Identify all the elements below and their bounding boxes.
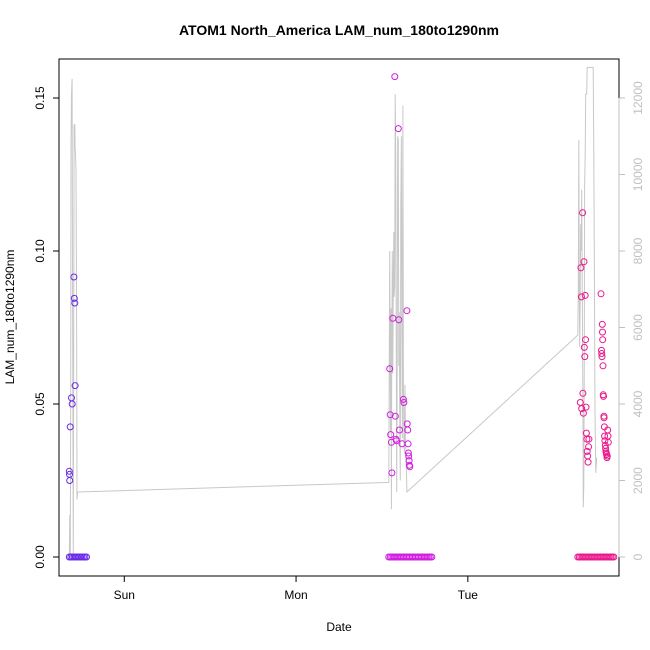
count-line (68, 66, 598, 558)
data-point-group3 (599, 362, 607, 370)
x-tick-label: Sun (114, 588, 135, 602)
data-point-group2 (386, 411, 394, 419)
data-point-group3 (585, 435, 593, 443)
data-point-group2 (404, 449, 412, 457)
plot-frame (58, 58, 620, 577)
x-axis-label: Date (326, 620, 352, 634)
data-point-group2 (404, 440, 412, 448)
y-tick-label: 0.10 (33, 239, 47, 263)
data-point-group2 (386, 365, 394, 373)
data-point-group1 (66, 423, 74, 431)
data-point-group2 (400, 399, 408, 406)
data-point-group2 (399, 395, 407, 403)
data-point-group3 (580, 258, 588, 266)
y2-tick-label: 6000 (631, 314, 645, 341)
data-point-group3 (584, 458, 592, 466)
y2-tick-label: 10000 (631, 157, 645, 191)
data-point-group3 (581, 291, 589, 299)
data-point-group1 (70, 273, 78, 281)
data-point-group2 (405, 452, 413, 460)
data-point-group1 (71, 382, 79, 390)
y2-tick-label: 2000 (631, 467, 645, 494)
data-point-group3 (585, 443, 593, 451)
data-point-group3 (577, 264, 585, 272)
data-point-group1 (66, 477, 74, 484)
points-layer (65, 73, 618, 561)
data-point-group3 (579, 209, 587, 217)
data-point-group3 (598, 350, 606, 357)
data-point-group3 (599, 336, 607, 344)
data-point-group3 (597, 290, 605, 298)
y-axis-right: 0 2000 4000 6000 8000 10000 12000 (618, 81, 645, 560)
data-point-group3 (600, 414, 608, 422)
data-point-group1 (65, 467, 73, 475)
data-point-group2 (391, 73, 399, 81)
data-point-group1 (68, 400, 76, 408)
zero-point-group2 (428, 553, 436, 561)
data-point-group2 (393, 437, 400, 445)
data-point-group3 (579, 389, 587, 397)
data-point-group3 (579, 409, 587, 417)
data-point-group3 (598, 320, 606, 328)
data-point-group3 (582, 336, 589, 344)
y2-tick-label: 8000 (631, 237, 645, 264)
data-point-group1 (71, 299, 79, 307)
data-point-group3 (582, 403, 590, 411)
data-point-group3 (580, 343, 588, 351)
data-point-group3 (599, 328, 606, 336)
data-point-group2 (396, 426, 403, 434)
x-axis: Sun Mon Tue (114, 575, 479, 602)
data-point-group3 (600, 392, 607, 400)
data-point-group3 (603, 452, 611, 460)
data-point-group3 (601, 432, 609, 440)
data-point-group3 (598, 353, 606, 361)
data-point-group2 (403, 307, 411, 315)
y-axis-label: LAM_num_180to1290nm (3, 250, 17, 385)
y2-tick-label: 4000 (631, 390, 645, 417)
data-point-group2 (406, 463, 414, 471)
data-point-group2 (394, 125, 402, 133)
data-point-group3 (583, 447, 591, 455)
y2-tick-label: 12000 (631, 81, 645, 115)
zero-point-group3 (610, 553, 618, 561)
data-point-group3 (604, 438, 612, 446)
zero-point-group1 (83, 553, 90, 561)
line-series-layer (68, 66, 598, 558)
x-tick-label: Tue (458, 588, 479, 602)
y-axis-left: 0.00 0.05 0.10 0.15 (33, 86, 60, 569)
data-point-group2 (388, 469, 396, 477)
data-point-group2 (404, 426, 412, 434)
chart-title: ATOM1 North_America LAM_num_180to1290nm (179, 22, 499, 38)
data-point-group2 (387, 431, 395, 439)
y-tick-label: 0.15 (33, 86, 47, 110)
data-point-group3 (581, 353, 589, 361)
y-tick-label: 0.05 (33, 392, 47, 416)
data-point-group2 (391, 412, 399, 420)
data-point-group3 (583, 435, 591, 443)
data-point-group2 (395, 316, 403, 324)
y-tick-label: 0.00 (33, 545, 47, 569)
data-point-group3 (578, 405, 586, 413)
x-tick-label: Mon (284, 588, 307, 602)
data-point-group1 (70, 294, 78, 302)
y2-tick-label: 0 (631, 553, 645, 560)
data-point-group3 (577, 293, 585, 301)
